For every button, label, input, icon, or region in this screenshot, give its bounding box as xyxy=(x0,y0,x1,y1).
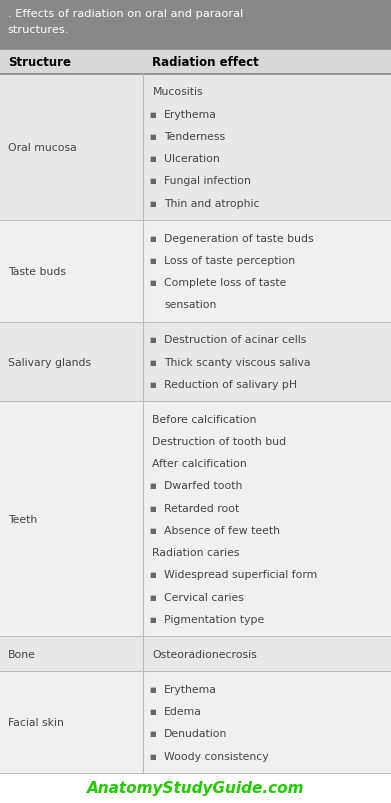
Text: Erythema: Erythema xyxy=(164,684,217,694)
Text: Facial skin: Facial skin xyxy=(8,717,64,728)
Text: Teeth: Teeth xyxy=(8,514,37,524)
Text: sensation: sensation xyxy=(164,300,217,310)
Text: Thin and atrophic: Thin and atrophic xyxy=(164,198,260,209)
Text: Ulceration: Ulceration xyxy=(164,154,220,164)
Text: ■: ■ xyxy=(150,235,156,242)
Text: Salivary glands: Salivary glands xyxy=(8,357,91,367)
Text: ■: ■ xyxy=(150,258,156,263)
Text: structures.: structures. xyxy=(8,25,69,35)
Text: Before calcification: Before calcification xyxy=(152,414,257,424)
Text: Retarded root: Retarded root xyxy=(164,503,239,513)
Text: After calcification: After calcification xyxy=(152,459,247,469)
Text: Cervical caries: Cervical caries xyxy=(164,592,244,602)
Text: ■: ■ xyxy=(150,178,156,184)
Text: Reduction of salivary pH: Reduction of salivary pH xyxy=(164,379,297,389)
Text: Mucositis: Mucositis xyxy=(152,88,203,97)
Text: Woody consistency: Woody consistency xyxy=(164,751,269,760)
Text: Complete loss of taste: Complete loss of taste xyxy=(164,278,287,287)
Text: ■: ■ xyxy=(150,708,156,714)
Text: ■: ■ xyxy=(150,156,156,162)
Text: ■: ■ xyxy=(150,381,156,387)
Text: Thick scanty viscous saliva: Thick scanty viscous saliva xyxy=(164,357,311,367)
Bar xyxy=(0,402,391,637)
Text: Radiation caries: Radiation caries xyxy=(152,548,240,557)
Bar xyxy=(0,75,391,221)
Text: . Effects of radiation on oral and paraoral: . Effects of radiation on oral and parao… xyxy=(8,9,243,19)
Text: ■: ■ xyxy=(150,279,156,286)
Text: ■: ■ xyxy=(150,112,156,117)
Text: Fungal infection: Fungal infection xyxy=(164,176,251,186)
Text: AnatomyStudyGuide.com: AnatomyStudyGuide.com xyxy=(87,781,304,796)
Text: ■: ■ xyxy=(150,572,156,577)
Text: ■: ■ xyxy=(150,483,156,489)
Text: Tenderness: Tenderness xyxy=(164,132,225,142)
Text: Denudation: Denudation xyxy=(164,728,228,739)
Text: Dwarfed tooth: Dwarfed tooth xyxy=(164,481,242,491)
Text: Loss of taste perception: Loss of taste perception xyxy=(164,255,295,266)
Text: Radiation effect: Radiation effect xyxy=(152,56,259,69)
Text: Pigmentation type: Pigmentation type xyxy=(164,614,264,624)
Bar xyxy=(0,773,391,803)
Text: Edema: Edema xyxy=(164,706,202,716)
Text: ■: ■ xyxy=(150,594,156,600)
Text: Destruction of tooth bud: Destruction of tooth bud xyxy=(152,437,287,446)
Text: Erythema: Erythema xyxy=(164,109,217,120)
Text: ■: ■ xyxy=(150,752,156,759)
Text: Taste buds: Taste buds xyxy=(8,267,66,277)
Text: ■: ■ xyxy=(150,505,156,511)
Bar xyxy=(0,221,391,323)
Text: ■: ■ xyxy=(150,686,156,692)
Bar xyxy=(0,323,391,402)
Bar xyxy=(0,637,391,671)
Text: Osteoradionecrosis: Osteoradionecrosis xyxy=(152,649,257,659)
Bar xyxy=(0,671,391,773)
Text: Bone: Bone xyxy=(8,649,36,659)
Text: Destruction of acinar cells: Destruction of acinar cells xyxy=(164,335,307,344)
Text: Absence of few teeth: Absence of few teeth xyxy=(164,525,280,536)
Text: Widespread superficial form: Widespread superficial form xyxy=(164,569,317,580)
Bar xyxy=(0,0,391,50)
Text: ■: ■ xyxy=(150,528,156,533)
Text: Structure: Structure xyxy=(8,56,71,69)
Text: Degeneration of taste buds: Degeneration of taste buds xyxy=(164,234,314,243)
Text: ■: ■ xyxy=(150,201,156,206)
Text: ■: ■ xyxy=(150,731,156,736)
Text: Oral mucosa: Oral mucosa xyxy=(8,143,77,153)
Text: ■: ■ xyxy=(150,134,156,140)
Bar xyxy=(0,50,391,75)
Text: ■: ■ xyxy=(150,616,156,622)
Text: ■: ■ xyxy=(150,337,156,343)
Text: ■: ■ xyxy=(150,359,156,365)
